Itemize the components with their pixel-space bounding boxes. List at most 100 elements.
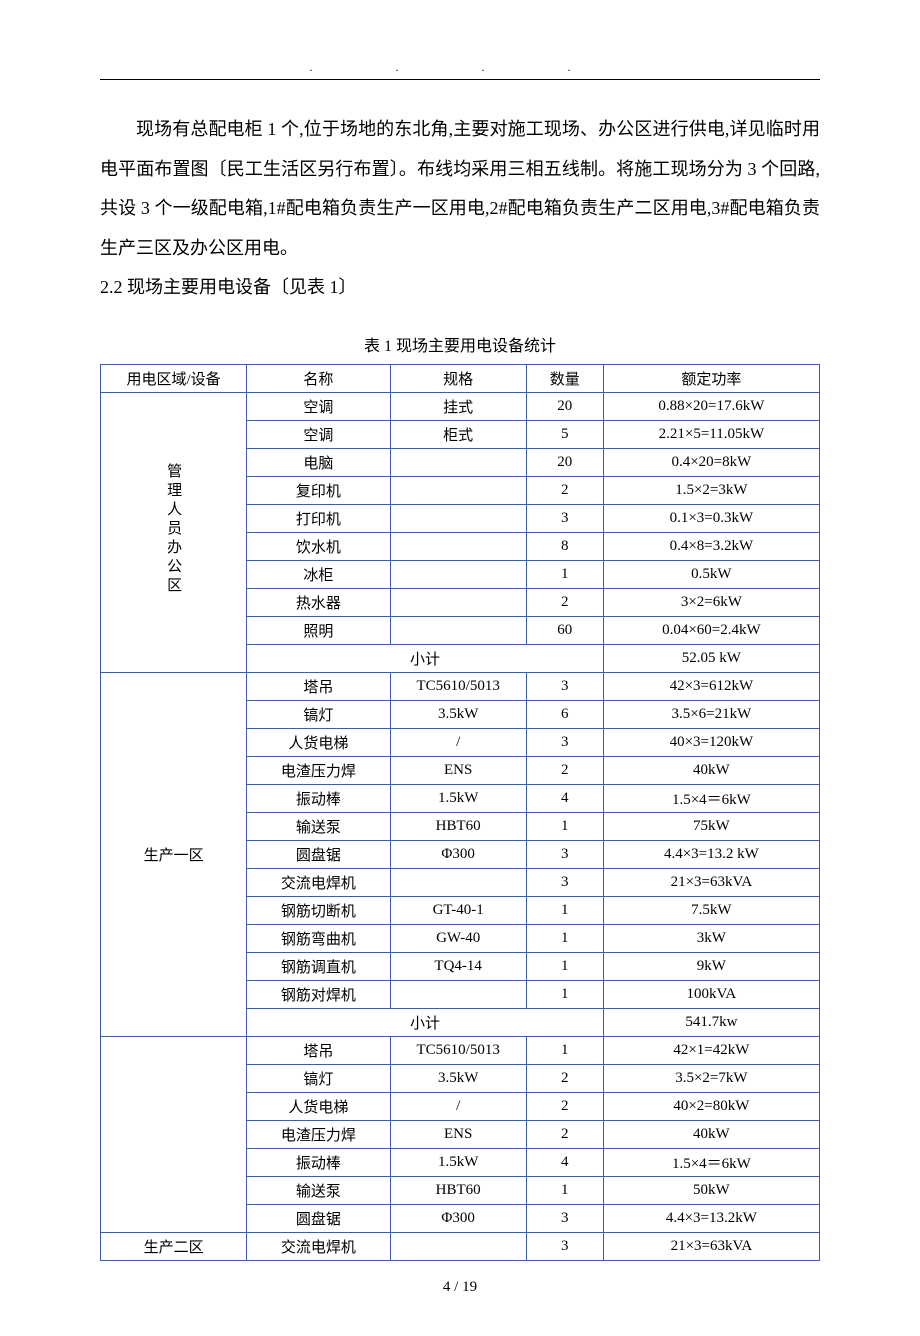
spec-cell: 挂式 xyxy=(390,392,526,420)
area-cell xyxy=(101,1148,247,1176)
table-row: 圆盘锯Φ30034.4×3=13.2kW xyxy=(101,1204,820,1232)
area-cell xyxy=(101,1204,247,1232)
name-cell: 热水器 xyxy=(247,588,390,616)
spec-cell xyxy=(390,980,526,1008)
spec-cell: 3.5kW xyxy=(390,700,526,728)
table-caption: 表 1 现场主要用电设备统计 xyxy=(100,332,820,356)
name-cell: 钢筋弯曲机 xyxy=(247,924,390,952)
name-cell: 电渣压力焊 xyxy=(247,1120,390,1148)
qty-cell: 2 xyxy=(526,588,603,616)
power-cell: 0.04×60=2.4kW xyxy=(603,616,819,644)
power-cell: 21×3=63kVA xyxy=(603,1232,819,1260)
power-cell: 42×1=42kW xyxy=(603,1036,819,1064)
power-cell: 42×3=612kW xyxy=(603,672,819,700)
name-cell: 电渣压力焊 xyxy=(247,756,390,784)
qty-cell: 1 xyxy=(526,812,603,840)
name-cell: 饮水机 xyxy=(247,532,390,560)
power-cell: 7.5kW xyxy=(603,896,819,924)
spec-cell: GT-40-1 xyxy=(390,896,526,924)
spec-cell: / xyxy=(390,1092,526,1120)
name-cell: 振动棒 xyxy=(247,784,390,812)
name-cell: 交流电焊机 xyxy=(247,868,390,896)
spec-cell: 1.5kW xyxy=(390,1148,526,1176)
spec-cell xyxy=(390,588,526,616)
area-cell xyxy=(101,1092,247,1120)
qty-cell: 1 xyxy=(526,924,603,952)
col-power: 额定功率 xyxy=(603,364,819,392)
power-cell: 40kW xyxy=(603,1120,819,1148)
qty-cell: 3 xyxy=(526,840,603,868)
table-row: 生产二区交流电焊机321×3=63kVA xyxy=(101,1232,820,1260)
equipment-table: 用电区域/设备 名称 规格 数量 额定功率 管理人员办公区空调挂式200.88×… xyxy=(100,364,820,1261)
header-dots: . . . . xyxy=(100,60,820,75)
qty-cell: 1 xyxy=(526,980,603,1008)
col-area: 用电区域/设备 xyxy=(101,364,247,392)
qty-cell: 2 xyxy=(526,1120,603,1148)
name-cell: 空调 xyxy=(247,420,390,448)
col-spec: 规格 xyxy=(390,364,526,392)
qty-cell: 3 xyxy=(526,1232,603,1260)
qty-cell: 1 xyxy=(526,1036,603,1064)
body-paragraph: 现场有总配电柜 1 个,位于场地的东北角,主要对施工现场、办公区进行供电,详见临… xyxy=(100,110,820,268)
qty-cell: 3 xyxy=(526,1204,603,1232)
qty-cell: 3 xyxy=(526,868,603,896)
area-cell xyxy=(101,1064,247,1092)
power-cell: 3kW xyxy=(603,924,819,952)
name-cell: 复印机 xyxy=(247,476,390,504)
power-cell: 0.5kW xyxy=(603,560,819,588)
spec-cell xyxy=(390,616,526,644)
qty-cell: 2 xyxy=(526,476,603,504)
spec-cell xyxy=(390,504,526,532)
page: . . . . 现场有总配电柜 1 个,位于场地的东北角,主要对施工现场、办公区… xyxy=(0,0,920,1336)
name-cell: 镐灯 xyxy=(247,700,390,728)
power-cell: 4.4×3=13.2 kW xyxy=(603,840,819,868)
qty-cell: 4 xyxy=(526,1148,603,1176)
table-row: 输送泵HBT60150kW xyxy=(101,1176,820,1204)
power-cell: 3×2=6kW xyxy=(603,588,819,616)
spec-cell: ENS xyxy=(390,1120,526,1148)
name-cell: 输送泵 xyxy=(247,1176,390,1204)
name-cell: 塔吊 xyxy=(247,1036,390,1064)
power-cell: 40×2=80kW xyxy=(603,1092,819,1120)
table-row: 塔吊TC5610/5013142×1=42kW xyxy=(101,1036,820,1064)
page-footer: 4 / 19 xyxy=(100,1279,820,1296)
power-cell: 0.1×3=0.3kW xyxy=(603,504,819,532)
table-row: 振动棒1.5kW41.5×4＝6kW xyxy=(101,1148,820,1176)
power-cell: 40×3=120kW xyxy=(603,728,819,756)
power-cell: 21×3=63kVA xyxy=(603,868,819,896)
table-body: 管理人员办公区空调挂式200.88×20=17.6kW空调柜式52.21×5=1… xyxy=(101,392,820,1260)
table-row: 管理人员办公区空调挂式200.88×20=17.6kW xyxy=(101,392,820,420)
name-cell: 电脑 xyxy=(247,448,390,476)
qty-cell: 1 xyxy=(526,560,603,588)
power-cell: 50kW xyxy=(603,1176,819,1204)
power-cell: 4.4×3=13.2kW xyxy=(603,1204,819,1232)
name-cell: 钢筋调直机 xyxy=(247,952,390,980)
spec-cell: TQ4-14 xyxy=(390,952,526,980)
power-cell: 1.5×2=3kW xyxy=(603,476,819,504)
spec-cell xyxy=(390,1232,526,1260)
table-row: 电渣压力焊ENS240kW xyxy=(101,1120,820,1148)
power-cell: 9kW xyxy=(603,952,819,980)
table-row: 镐灯3.5kW23.5×2=7kW xyxy=(101,1064,820,1092)
area-cell xyxy=(101,1120,247,1148)
name-cell: 打印机 xyxy=(247,504,390,532)
power-cell: 0.88×20=17.6kW xyxy=(603,392,819,420)
subtotal-value: 541.7kw xyxy=(603,1008,819,1036)
spec-cell: HBT60 xyxy=(390,1176,526,1204)
power-cell: 2.21×5=11.05kW xyxy=(603,420,819,448)
spec-cell xyxy=(390,560,526,588)
area-cell: 管理人员办公区 xyxy=(101,392,247,672)
power-cell: 0.4×8=3.2kW xyxy=(603,532,819,560)
qty-cell: 5 xyxy=(526,420,603,448)
col-qty: 数量 xyxy=(526,364,603,392)
name-cell: 照明 xyxy=(247,616,390,644)
spec-cell xyxy=(390,448,526,476)
qty-cell: 20 xyxy=(526,392,603,420)
name-cell: 圆盘锯 xyxy=(247,1204,390,1232)
qty-cell: 60 xyxy=(526,616,603,644)
qty-cell: 1 xyxy=(526,1176,603,1204)
qty-cell: 3 xyxy=(526,672,603,700)
subtotal-label: 小计 xyxy=(247,1008,604,1036)
header-rule xyxy=(100,79,820,80)
qty-cell: 2 xyxy=(526,1064,603,1092)
